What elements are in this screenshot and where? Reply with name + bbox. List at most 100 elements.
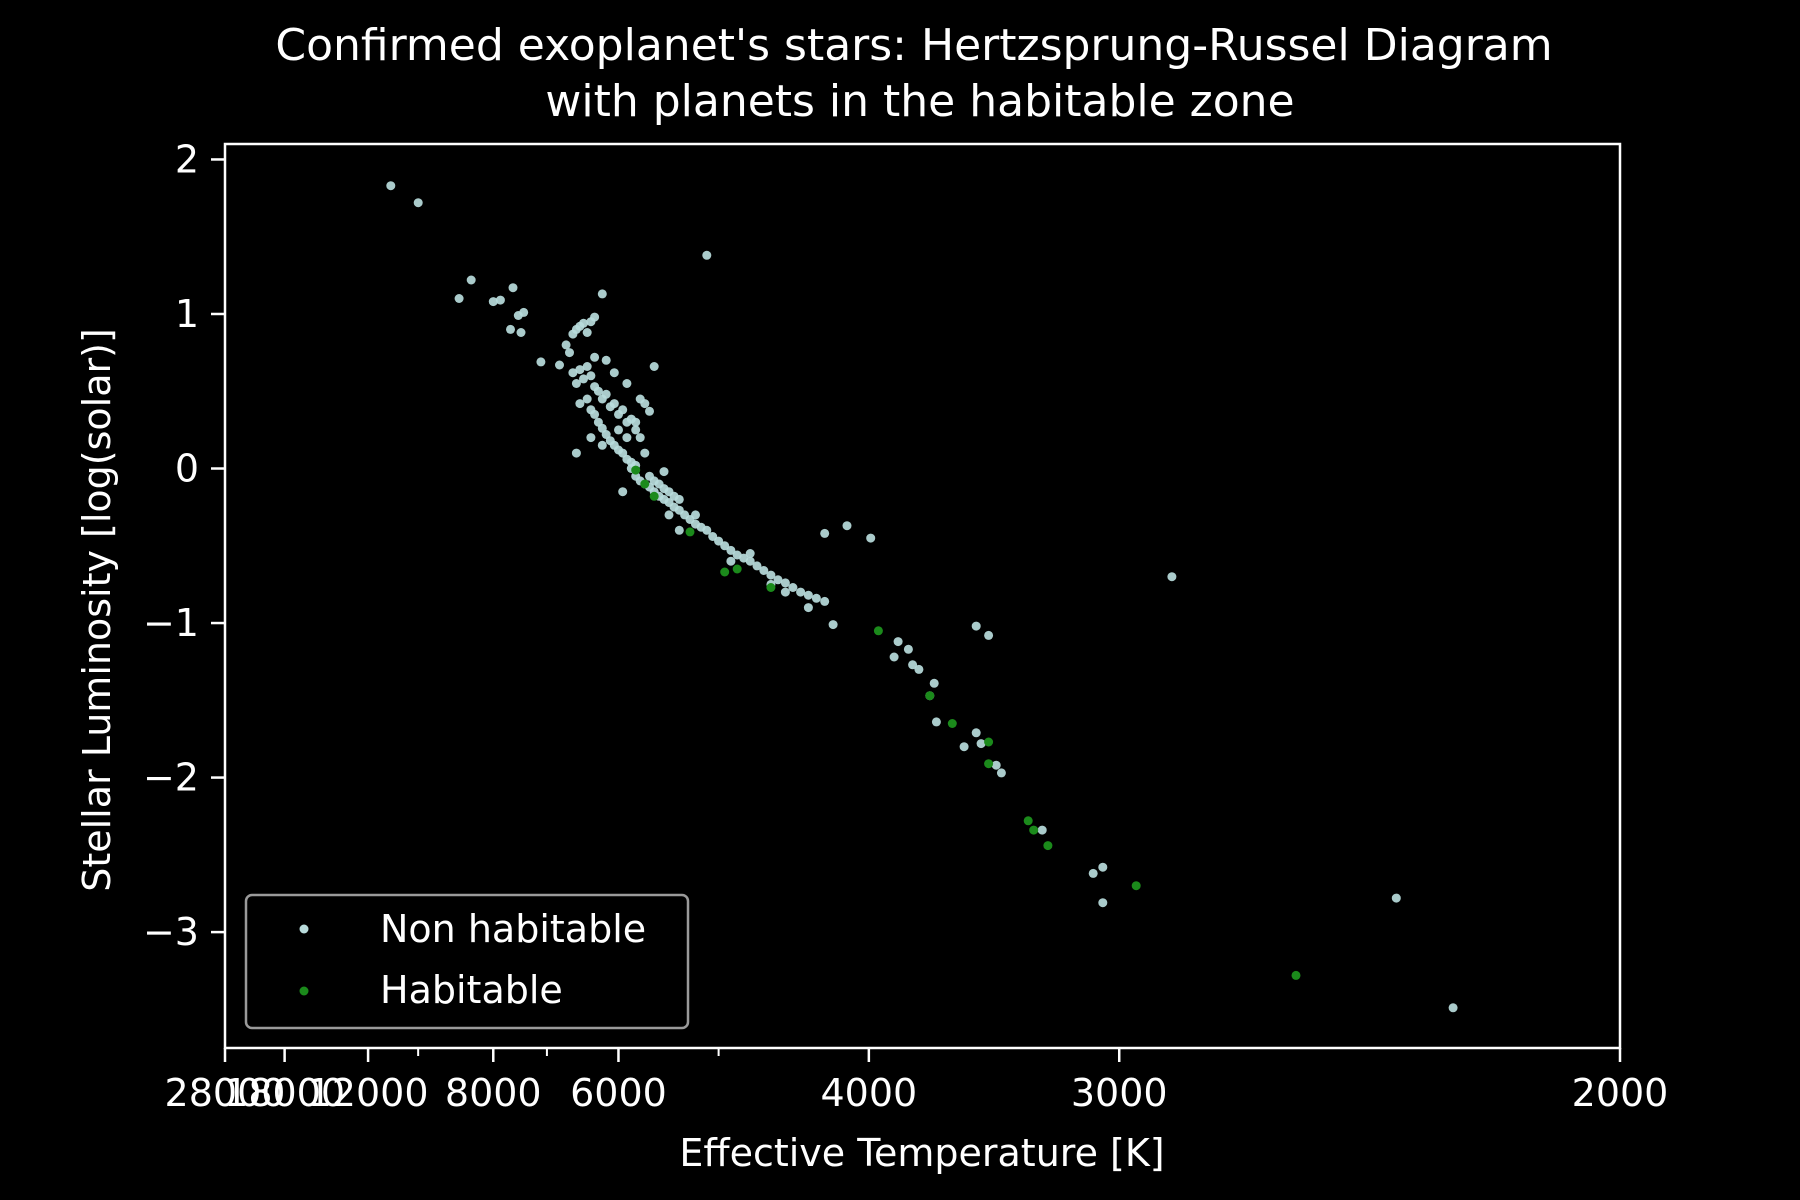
data-point: [984, 759, 994, 769]
data-point: [508, 283, 518, 293]
data-point: [1391, 893, 1401, 903]
data-point: [691, 510, 700, 520]
data-point: [720, 541, 730, 551]
data-point: [803, 590, 813, 600]
data-point: [971, 728, 981, 738]
data-point: [996, 768, 1006, 778]
data-point: [766, 570, 776, 580]
y-tick-label: −3: [143, 910, 199, 954]
data-point: [685, 527, 695, 537]
data-point: [609, 399, 619, 409]
data-point: [582, 328, 592, 337]
data-point: [575, 365, 585, 375]
data-point: [1098, 898, 1108, 908]
data-point: [820, 528, 830, 538]
data-point: [702, 250, 712, 260]
data-point: [631, 465, 641, 475]
data-point: [931, 717, 941, 727]
data-point: [903, 644, 913, 654]
data-point: [590, 409, 600, 419]
data-point: [811, 593, 821, 603]
x-tick-label: 6000: [570, 1071, 667, 1115]
data-point: [925, 691, 935, 701]
data-point: [561, 340, 571, 350]
y-tick-label: −1: [143, 601, 199, 645]
x-axis-label: Effective Temperature [K]: [679, 1131, 1164, 1175]
data-point: [488, 297, 498, 307]
data-point: [597, 440, 607, 450]
data-point: [674, 525, 684, 535]
data-point: [413, 198, 423, 208]
y-tick-label: 0: [175, 447, 199, 491]
data-point: [622, 379, 632, 388]
y-tick-label: 1: [175, 292, 199, 336]
data-point: [586, 371, 596, 381]
data-point: [820, 596, 830, 606]
data-point: [745, 556, 755, 566]
data-point: [759, 566, 769, 575]
data-point: [536, 357, 546, 367]
data-point: [1043, 841, 1053, 851]
x-tick-label: 4000: [820, 1071, 917, 1115]
x-tick-label: 18000: [224, 1071, 345, 1115]
data-point: [726, 556, 736, 566]
data-point: [565, 348, 574, 358]
data-point: [495, 295, 505, 305]
data-point: [568, 368, 578, 378]
legend-label-habitable: Habitable: [380, 968, 563, 1012]
data-point: [622, 433, 632, 443]
data-point: [649, 362, 659, 371]
data-point: [506, 324, 515, 334]
legend-marker-non-habitable: [299, 924, 309, 934]
data-point: [976, 739, 986, 749]
data-point: [571, 379, 581, 388]
y-axis-label: Stellar Luminosity [log(solar)]: [75, 328, 119, 892]
data-point: [659, 467, 669, 477]
legend-box: [244, 893, 690, 1030]
x-tick-label: 3000: [1071, 1071, 1168, 1115]
data-point: [555, 360, 564, 370]
data-point: [601, 355, 611, 365]
data-point: [842, 521, 852, 531]
y-axis: −3 −2 −1 0 1 2: [143, 137, 225, 954]
data-point: [714, 536, 724, 546]
data-point: [1448, 1003, 1458, 1013]
data-point: [635, 433, 645, 443]
series-layer: [386, 181, 1458, 1013]
data-point: [828, 620, 838, 630]
y-tick-label: −2: [143, 756, 199, 800]
legend-label-non-habitable: Non habitable: [380, 907, 646, 951]
series-non-habitable: [386, 181, 1458, 1013]
data-point: [908, 660, 918, 670]
data-point: [866, 533, 876, 543]
data-point: [796, 587, 806, 597]
data-point: [726, 545, 736, 555]
data-point: [914, 664, 924, 674]
data-point: [590, 352, 600, 362]
data-point: [645, 406, 654, 416]
plot-frame: [223, 142, 1622, 1050]
data-point: [582, 362, 592, 371]
data-point: [959, 742, 969, 752]
data-point: [649, 491, 659, 501]
data-point: [752, 561, 762, 571]
data-point: [1167, 572, 1177, 582]
data-point: [1023, 816, 1033, 826]
data-point: [664, 510, 674, 520]
data-point: [766, 583, 776, 592]
data-point: [579, 318, 588, 328]
series-habitable: [631, 465, 1301, 980]
data-point: [1037, 825, 1047, 835]
data-point: [1291, 970, 1301, 980]
data-point: [780, 587, 790, 597]
data-point: [971, 621, 981, 631]
data-point: [893, 637, 903, 647]
data-point: [1098, 862, 1108, 872]
x-tick-label: 8000: [445, 1071, 542, 1115]
data-point: [640, 479, 650, 489]
data-point: [674, 494, 684, 504]
data-point: [516, 328, 526, 337]
